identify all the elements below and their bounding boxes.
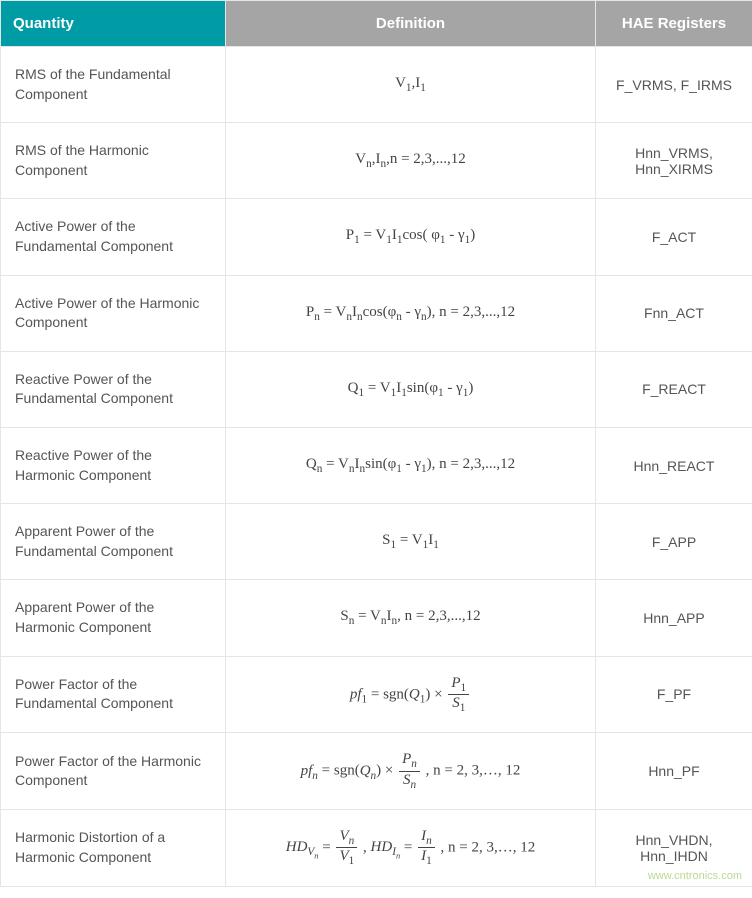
cell-quantity: RMS of the Harmonic Component bbox=[1, 123, 226, 199]
cell-definition: pf1 = sgn(Q1) × P1S1 bbox=[226, 656, 596, 733]
cell-quantity: Active Power of the Fundamental Componen… bbox=[1, 199, 226, 275]
cell-definition: HDVn = VnV1 , HDIn = InI1 , n = 2, 3,…, … bbox=[226, 810, 596, 887]
table-row: Harmonic Distortion of a Harmonic Compon… bbox=[1, 810, 752, 887]
cell-definition: Pn = VnIncos(φn - γn), n = 2,3,...,12 bbox=[226, 275, 596, 351]
table-row: Reactive Power of the Fundamental Compon… bbox=[1, 351, 752, 427]
table-row: RMS of the Fundamental ComponentV1,I1F_V… bbox=[1, 47, 752, 123]
cell-registers: F_REACT bbox=[596, 351, 752, 427]
cell-quantity: Harmonic Distortion of a Harmonic Compon… bbox=[1, 810, 226, 887]
header-quantity: Quantity bbox=[1, 1, 226, 47]
cell-quantity: Apparent Power of the Fundamental Compon… bbox=[1, 504, 226, 580]
table-row: Active Power of the Harmonic ComponentPn… bbox=[1, 275, 752, 351]
table-row: Apparent Power of the Harmonic Component… bbox=[1, 580, 752, 656]
cell-quantity: RMS of the Fundamental Component bbox=[1, 47, 226, 123]
cell-registers: F_ACT bbox=[596, 199, 752, 275]
cell-quantity: Apparent Power of the Harmonic Component bbox=[1, 580, 226, 656]
cell-quantity: Reactive Power of the Harmonic Component bbox=[1, 427, 226, 503]
quantities-table: Quantity Definition HAE Registers RMS of… bbox=[0, 0, 752, 887]
watermark: www.cntronics.com bbox=[648, 870, 742, 882]
cell-definition: P1 = V1I1cos( φ1 - γ1) bbox=[226, 199, 596, 275]
cell-definition: V1,I1 bbox=[226, 47, 596, 123]
table-row: RMS of the Harmonic ComponentVn,In,n = 2… bbox=[1, 123, 752, 199]
cell-registers: F_APP bbox=[596, 504, 752, 580]
table-row: Power Factor of the Fundamental Componen… bbox=[1, 656, 752, 733]
cell-registers: Hnn_APP bbox=[596, 580, 752, 656]
table-row: Apparent Power of the Fundamental Compon… bbox=[1, 504, 752, 580]
cell-registers: Hnn_VRMS, Hnn_XIRMS bbox=[596, 123, 752, 199]
cell-definition: Vn,In,n = 2,3,...,12 bbox=[226, 123, 596, 199]
cell-registers: Hnn_REACT bbox=[596, 427, 752, 503]
table-row: Reactive Power of the Harmonic Component… bbox=[1, 427, 752, 503]
header-definition: Definition bbox=[226, 1, 596, 47]
cell-definition: pfn = sgn(Qn) × PnSn , n = 2, 3,…, 12 bbox=[226, 733, 596, 810]
cell-registers: F_VRMS, F_IRMS bbox=[596, 47, 752, 123]
table-row: Active Power of the Fundamental Componen… bbox=[1, 199, 752, 275]
cell-registers: Fnn_ACT bbox=[596, 275, 752, 351]
cell-quantity: Active Power of the Harmonic Component bbox=[1, 275, 226, 351]
cell-definition: Sn = VnIn, n = 2,3,...,12 bbox=[226, 580, 596, 656]
cell-definition: Qn = VnInsin(φ1 - γ1), n = 2,3,...,12 bbox=[226, 427, 596, 503]
cell-registers: F_PF bbox=[596, 656, 752, 733]
cell-quantity: Reactive Power of the Fundamental Compon… bbox=[1, 351, 226, 427]
cell-quantity: Power Factor of the Harmonic Component bbox=[1, 733, 226, 810]
table-row: Power Factor of the Harmonic Componentpf… bbox=[1, 733, 752, 810]
cell-registers: Hnn_PF bbox=[596, 733, 752, 810]
cell-definition: S1 = V1I1 bbox=[226, 504, 596, 580]
header-registers: HAE Registers bbox=[596, 1, 752, 47]
cell-quantity: Power Factor of the Fundamental Componen… bbox=[1, 656, 226, 733]
cell-definition: Q1 = V1I1sin(φ1 - γ1) bbox=[226, 351, 596, 427]
table-header-row: Quantity Definition HAE Registers bbox=[1, 1, 752, 47]
